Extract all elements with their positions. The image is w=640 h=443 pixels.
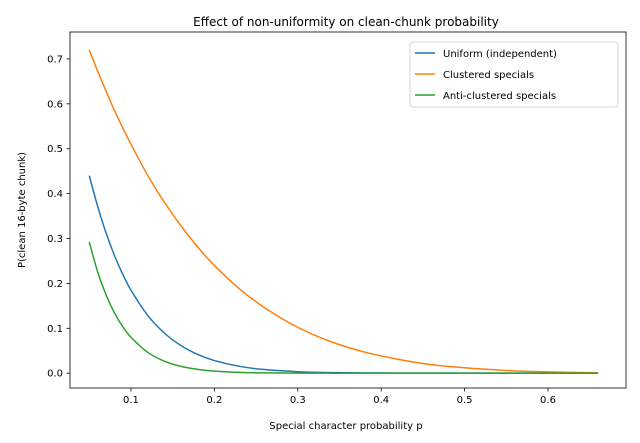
series-line-1 bbox=[88, 49, 599, 374]
y-tick-label: 0.7 bbox=[47, 54, 63, 65]
x-tick-label: 0.6 bbox=[540, 395, 556, 406]
y-tick-label: 0.4 bbox=[47, 189, 63, 200]
legend: Uniform (independent) Clustered specials A… bbox=[409, 41, 619, 108]
legend-label: Uniform (independent) bbox=[443, 49, 557, 60]
y-tick-label: 0.0 bbox=[47, 369, 63, 380]
x-tick-label: 0.5 bbox=[457, 395, 473, 406]
y-tick-label: 0.5 bbox=[47, 144, 63, 155]
x-tick-label: 0.2 bbox=[206, 395, 222, 406]
chart-title: Effect of non-uniformity on clean-chunk … bbox=[193, 15, 499, 29]
legend-label: Anti-clustered specials bbox=[443, 91, 556, 102]
x-axis-label: Special character probability p bbox=[269, 421, 422, 432]
x-tick-label: 0.1 bbox=[123, 395, 139, 406]
legend-label: Clustered specials bbox=[443, 70, 534, 81]
axes-frame bbox=[69, 31, 627, 389]
x-tick-label: 0.3 bbox=[290, 395, 306, 406]
y-tick-label: 0.1 bbox=[47, 324, 63, 335]
y-tick-label: 0.2 bbox=[47, 279, 63, 290]
y-tick-label: 0.3 bbox=[47, 234, 63, 245]
y-axis-label: P(clean 16-byte chunk) bbox=[17, 152, 28, 268]
x-tick-label: 0.4 bbox=[373, 395, 389, 406]
series-line-2 bbox=[88, 241, 599, 374]
legend-box bbox=[409, 41, 619, 108]
y-tick-label: 0.6 bbox=[47, 99, 63, 110]
